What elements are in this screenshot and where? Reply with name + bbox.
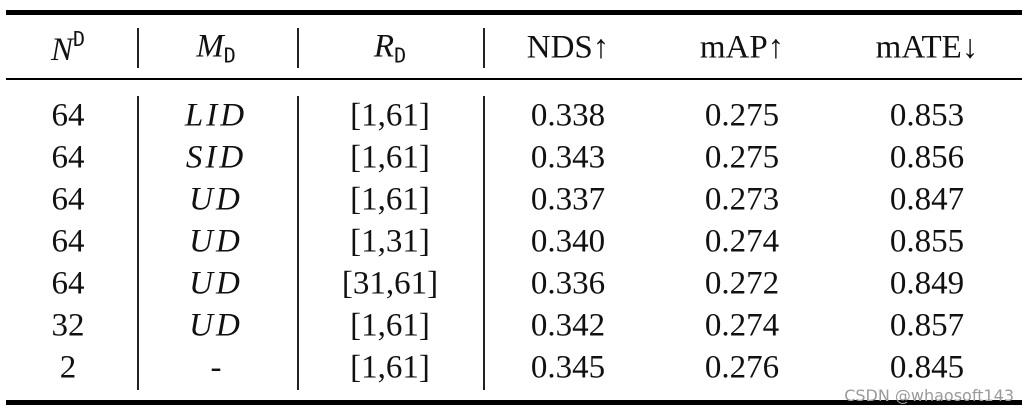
table-cell: 0.343 <box>530 139 606 176</box>
header-cell: mAP↑ <box>699 29 785 66</box>
column-separator <box>483 28 485 68</box>
watermark: CSDN @whaosoft143 <box>844 386 1014 405</box>
table-cell: UD <box>189 181 243 218</box>
column-separator <box>483 96 485 390</box>
column-separator <box>297 96 299 390</box>
table-cell: 2 <box>59 349 77 386</box>
table-cell: 64 <box>51 97 85 134</box>
table-cell: 64 <box>51 139 85 176</box>
header-text: N <box>50 32 73 68</box>
table-cell: 0.849 <box>889 265 965 302</box>
table-cell: [1,61] <box>350 181 430 218</box>
table-cell: 0.345 <box>530 349 606 386</box>
table-cell: 64 <box>51 265 85 302</box>
table-cell: 0.272 <box>704 265 780 302</box>
header-text: mAP↑ <box>699 29 785 66</box>
table-cell: [1,61] <box>350 139 430 176</box>
table-cell: [1,61] <box>350 349 430 386</box>
table-cell: UD <box>189 223 243 260</box>
table-cell: 0.340 <box>530 223 606 260</box>
table-cell: 0.338 <box>530 97 606 134</box>
column-separator <box>137 96 139 390</box>
bottom-rule <box>6 400 1022 405</box>
table-cell: [1,31] <box>350 223 430 260</box>
table-cell: 0.276 <box>704 349 780 386</box>
table-cell: 0.274 <box>704 307 780 344</box>
header-text: mATE↓ <box>875 29 979 66</box>
table-cell: 0.856 <box>889 139 965 176</box>
header-rule <box>6 78 1022 80</box>
header-text: M <box>196 28 224 65</box>
table-cell: 0.847 <box>889 181 965 218</box>
column-separator <box>297 28 299 68</box>
top-rule <box>6 10 1022 15</box>
table-cell: 0.857 <box>889 307 965 344</box>
table-cell: 0.273 <box>704 181 780 218</box>
header-text: NDS↑ <box>526 29 610 66</box>
table-cell: 0.337 <box>530 181 606 218</box>
table-cell: 0.275 <box>704 139 780 176</box>
header-cell: RD <box>373 28 407 68</box>
header-cell: mATE↓ <box>875 29 979 66</box>
table-cell: 0.336 <box>530 265 606 302</box>
header-text: R <box>373 28 395 65</box>
header-cell: NDS↑ <box>526 29 610 66</box>
table-cell: 0.845 <box>889 349 965 386</box>
table-cell: 0.274 <box>704 223 780 260</box>
table-cell: LID <box>184 97 248 134</box>
table-cell: [1,61] <box>350 307 430 344</box>
table-cell: UD <box>189 307 243 344</box>
table-cell: [1,61] <box>350 97 430 134</box>
table-cell: 32 <box>51 307 85 344</box>
header-sup: D <box>72 27 86 51</box>
table-cell: UD <box>189 265 243 302</box>
table-cell: SID <box>185 139 247 176</box>
table-cell: 0.853 <box>889 97 965 134</box>
table-cell: 64 <box>51 181 85 218</box>
header-cell: MD <box>196 28 236 68</box>
table-cell: 0.275 <box>704 97 780 134</box>
header-sub: D <box>223 43 236 68</box>
table-cell: [31,61] <box>341 265 439 302</box>
header-cell: ND <box>51 29 85 67</box>
table-cell: 64 <box>51 223 85 260</box>
table-cell: - <box>210 349 222 386</box>
header-sub: D <box>394 43 407 68</box>
table-cell: 0.342 <box>530 307 606 344</box>
column-separator <box>137 28 139 68</box>
table-cell: 0.855 <box>889 223 965 260</box>
